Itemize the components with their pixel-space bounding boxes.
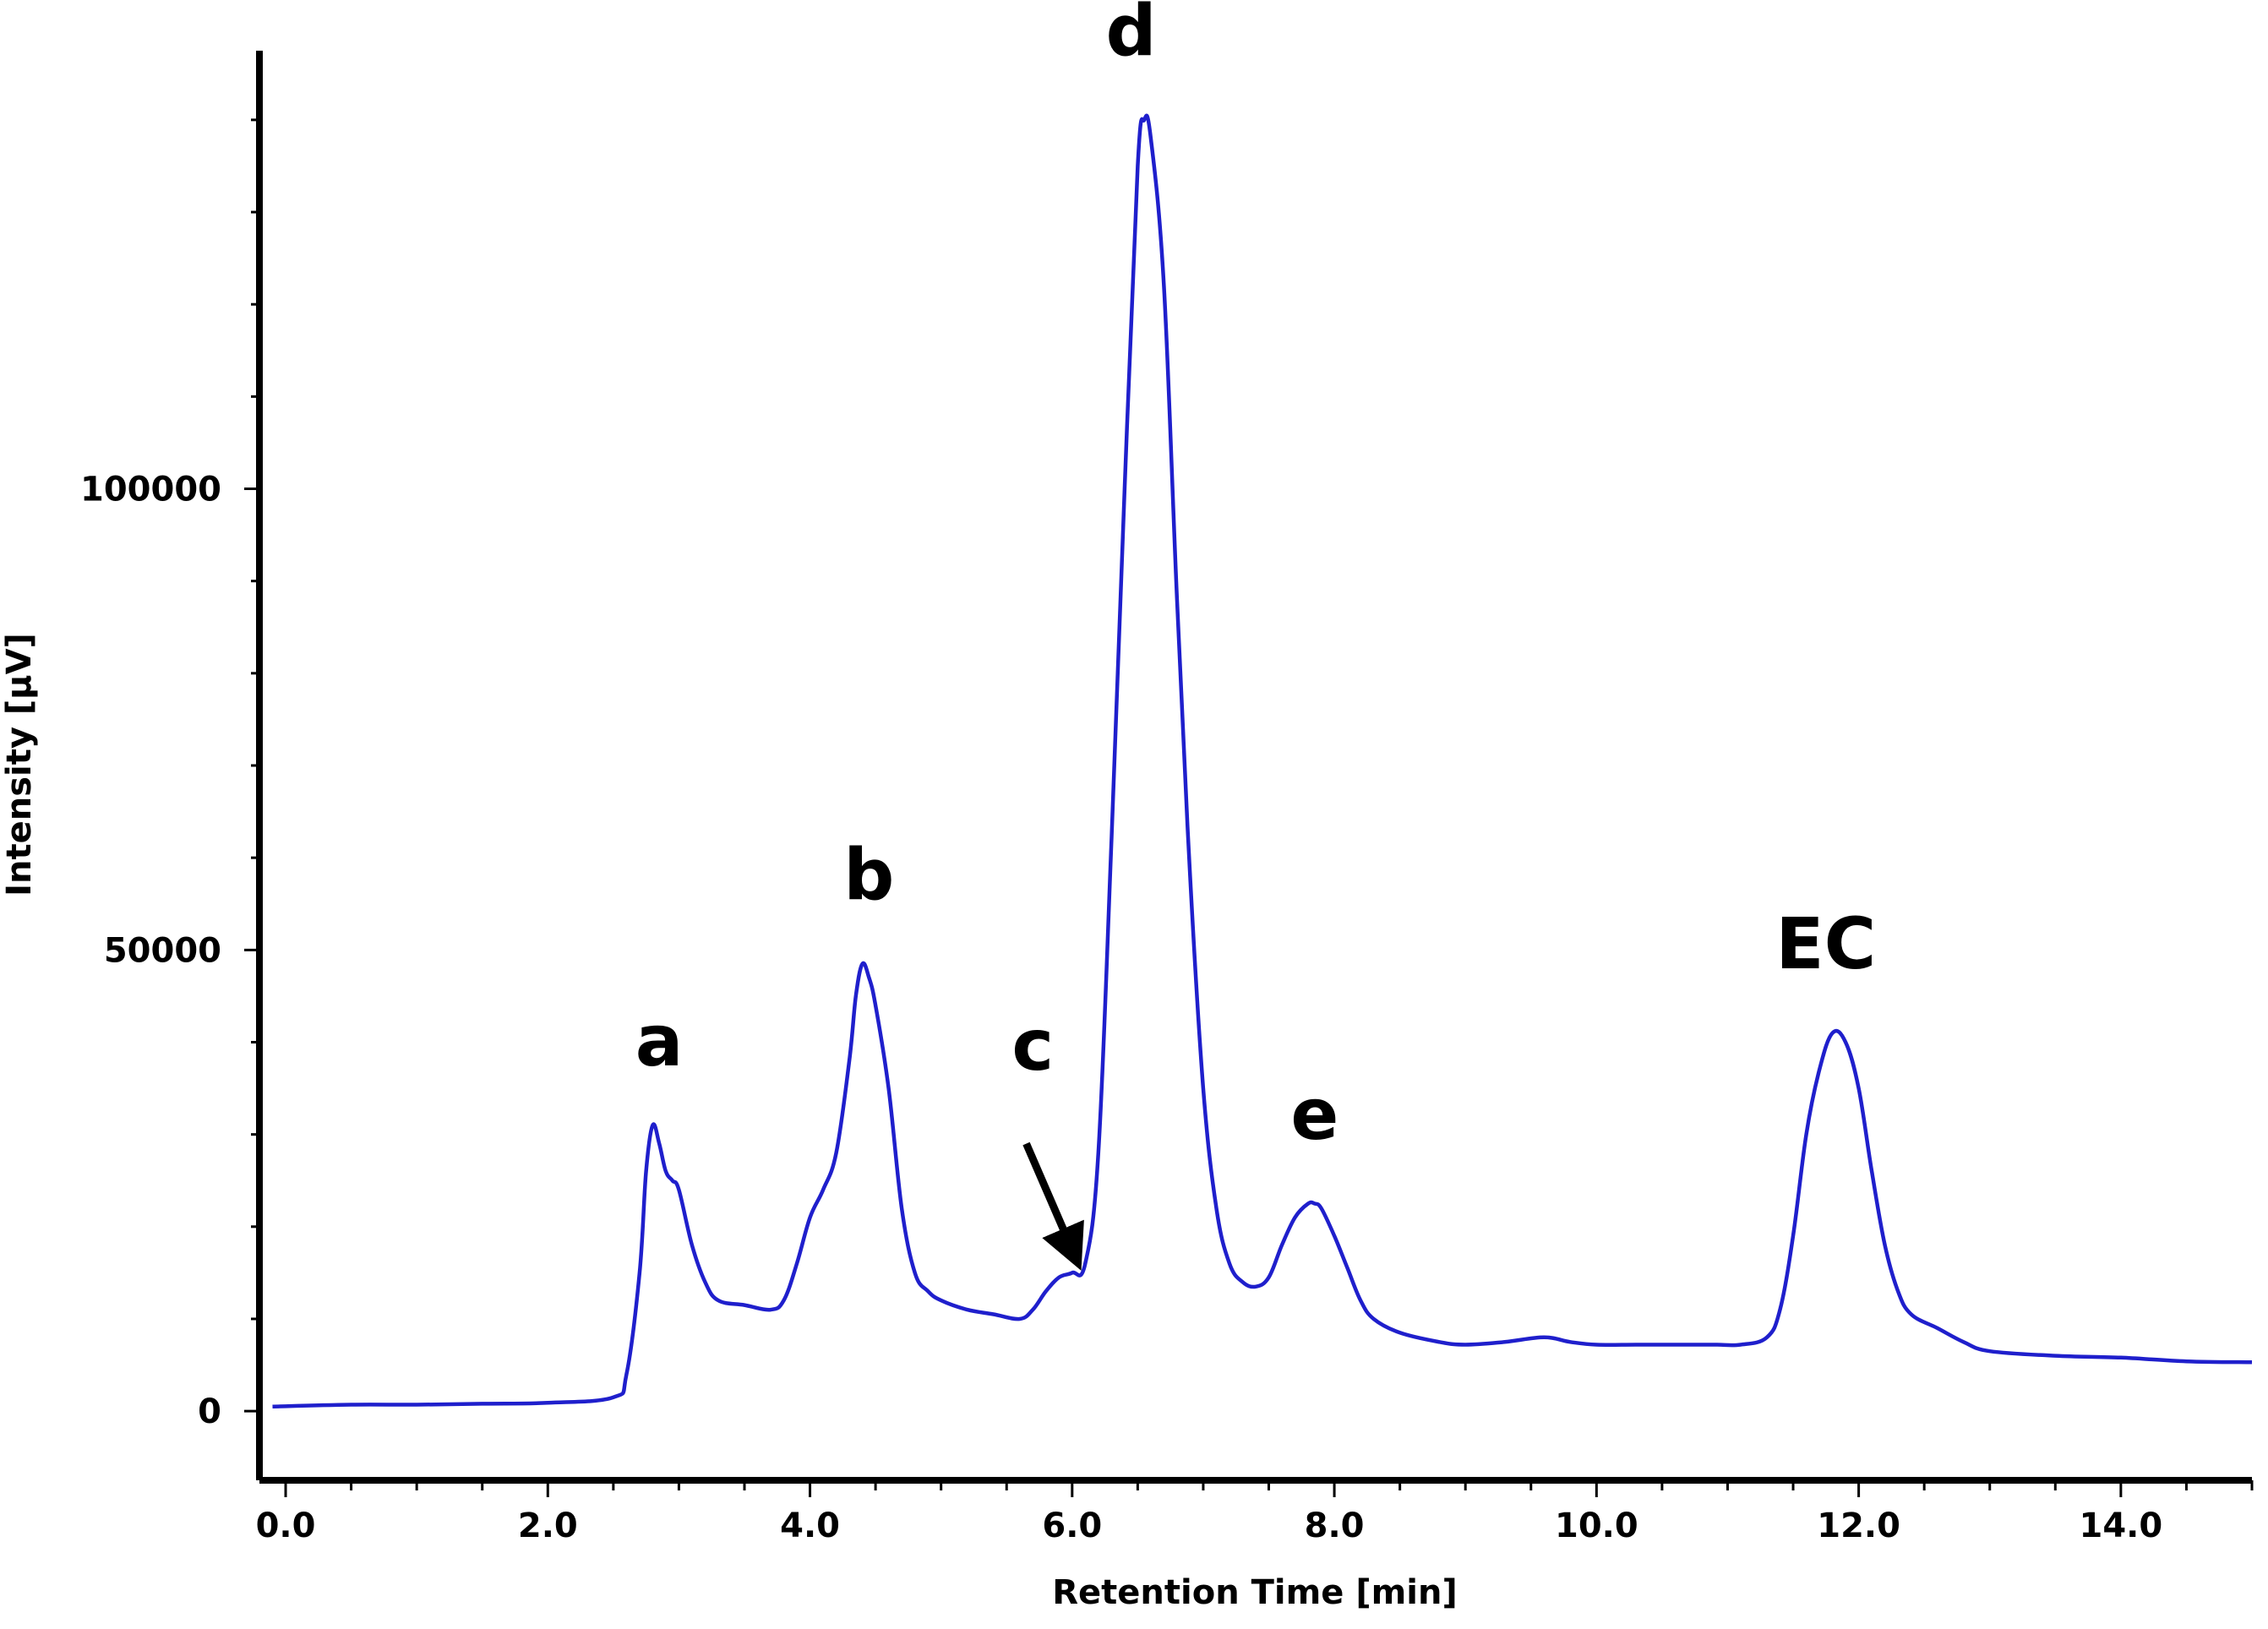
y-tick-label: 0 bbox=[198, 1392, 221, 1431]
series-line-chromatogram bbox=[272, 113, 2253, 1408]
annotations: a b c d e EC bbox=[635, 0, 1876, 1271]
y-tick-label: 50000 bbox=[104, 931, 221, 970]
series-layer bbox=[272, 113, 2253, 1408]
x-tick-label: 2.0 bbox=[518, 1506, 578, 1545]
peak-label-c: c bbox=[1011, 1004, 1054, 1087]
peak-label-d: d bbox=[1106, 0, 1157, 72]
peak-label-ec: EC bbox=[1775, 902, 1876, 985]
x-axis-title: Retention Time [min] bbox=[1052, 1573, 1458, 1612]
x-tick-label: 14.0 bbox=[2080, 1506, 2163, 1545]
x-tick-label: 8.0 bbox=[1305, 1506, 1365, 1545]
peak-label-a: a bbox=[635, 1000, 684, 1082]
peak-label-e: e bbox=[1290, 1073, 1338, 1156]
x-tick-label: 4.0 bbox=[780, 1506, 840, 1545]
y-tick-label: 100000 bbox=[80, 471, 221, 509]
peak-c-arrow bbox=[1022, 1141, 1084, 1271]
x-tick-label: 10.0 bbox=[1555, 1506, 1638, 1545]
peak-label-b: b bbox=[843, 833, 894, 916]
x-tick-label: 6.0 bbox=[1042, 1506, 1102, 1545]
y-axis-title: Intensity [µV] bbox=[0, 633, 39, 896]
x-tick-label: 12.0 bbox=[1817, 1506, 1900, 1545]
ticks: 0.0 2.0 4.0 6.0 8.0 10.0 12.0 14.0 0 50000 100000 bbox=[80, 118, 2254, 1545]
axes bbox=[256, 51, 2252, 1484]
x-tick-label: 0.0 bbox=[256, 1506, 316, 1545]
